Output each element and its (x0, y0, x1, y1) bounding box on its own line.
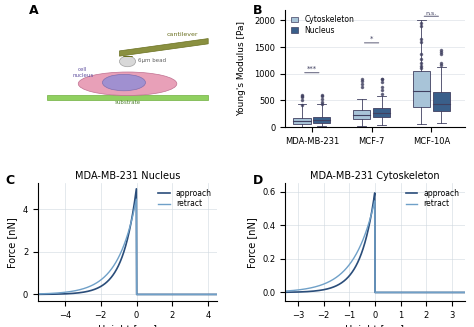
retract (116, 254, 122, 258)
retract (462, 290, 467, 294)
Y-axis label: Force [nN]: Force [nN] (247, 217, 257, 267)
retract (283, 289, 288, 293)
X-axis label: Height [μm]: Height [μm] (98, 325, 157, 327)
Text: cell
nucleus: cell nucleus (72, 67, 93, 78)
FancyBboxPatch shape (433, 93, 450, 111)
FancyBboxPatch shape (47, 95, 208, 100)
approach (155, 292, 161, 296)
approach (314, 289, 320, 293)
retract (328, 279, 334, 283)
retract (81, 286, 87, 290)
Legend: Cytoskeleton, Nucleus: Cytoskeleton, Nucleus (289, 14, 356, 36)
Text: n.s.: n.s. (426, 11, 437, 16)
approach (328, 286, 334, 290)
FancyBboxPatch shape (313, 117, 330, 123)
Y-axis label: Force [nN]: Force [nN] (8, 217, 18, 267)
Text: C: C (6, 174, 15, 187)
approach (372, 191, 378, 195)
retract (155, 292, 161, 296)
FancyBboxPatch shape (293, 118, 310, 124)
approach (214, 292, 220, 296)
Title: MDA-MB-231 Nucleus: MDA-MB-231 Nucleus (75, 171, 180, 181)
Text: substrate: substrate (115, 100, 141, 105)
Y-axis label: Young's Modulus [Pa]: Young's Modulus [Pa] (237, 21, 246, 116)
retract (35, 292, 41, 296)
approach (283, 290, 288, 294)
Line: retract: retract (285, 201, 465, 292)
retract (134, 197, 139, 201)
retract (403, 290, 409, 294)
approach (418, 290, 424, 294)
Text: A: A (29, 4, 38, 17)
retract (372, 199, 378, 203)
Text: B: B (253, 4, 263, 17)
approach (134, 187, 139, 191)
Text: *: * (370, 36, 373, 42)
Line: approach: approach (285, 193, 465, 292)
X-axis label: Height [μm]: Height [μm] (346, 325, 404, 327)
Legend: approach, retract: approach, retract (157, 187, 213, 210)
approach (462, 290, 467, 294)
approach (171, 292, 176, 296)
approach (141, 292, 147, 296)
retract (314, 284, 320, 288)
Title: MDA-MB-231 Cytoskeleton: MDA-MB-231 Cytoskeleton (310, 171, 440, 181)
retract (67, 290, 73, 294)
retract (141, 292, 147, 296)
retract (364, 229, 369, 232)
Text: 6μm bead: 6μm bead (138, 58, 166, 63)
approach (403, 290, 409, 294)
approach (81, 290, 87, 294)
retract (214, 292, 220, 296)
Legend: approach, retract: approach, retract (404, 187, 461, 210)
retract (389, 290, 394, 294)
Text: ***: *** (307, 66, 317, 72)
approach (67, 292, 73, 296)
Line: retract: retract (38, 199, 217, 294)
Text: D: D (253, 174, 263, 187)
retract (134, 292, 139, 296)
FancyBboxPatch shape (373, 108, 390, 117)
approach (389, 290, 394, 294)
Text: cantilever: cantilever (167, 32, 199, 37)
retract (418, 290, 424, 294)
retract (171, 292, 176, 296)
approach (372, 290, 378, 294)
Line: approach: approach (38, 189, 217, 294)
approach (134, 292, 139, 296)
approach (116, 263, 122, 267)
Ellipse shape (102, 74, 146, 91)
approach (364, 235, 369, 239)
Ellipse shape (78, 72, 177, 95)
approach (35, 292, 41, 296)
retract (372, 290, 378, 294)
Circle shape (119, 56, 136, 67)
FancyBboxPatch shape (413, 71, 430, 107)
FancyBboxPatch shape (353, 110, 370, 119)
Polygon shape (119, 39, 208, 56)
